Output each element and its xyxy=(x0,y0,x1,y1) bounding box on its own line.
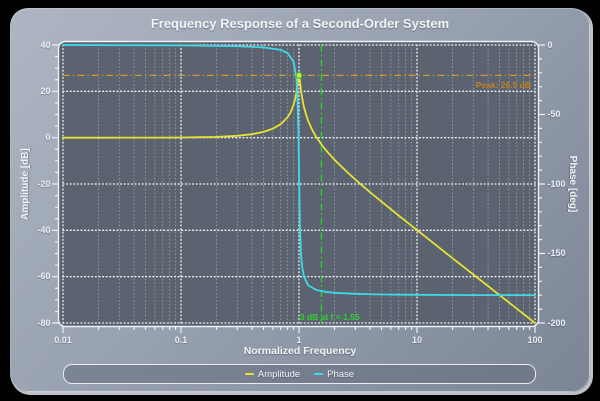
phase-line-swatch xyxy=(314,372,324,376)
x-axis-label: Normalized Frequency xyxy=(243,345,357,357)
legend: Amplitude Phase xyxy=(63,364,536,384)
phase-curve xyxy=(62,44,536,297)
peak-marker xyxy=(295,71,303,79)
amplitude-curve xyxy=(62,74,536,324)
left-tick-label: 20 xyxy=(40,85,51,96)
right-tick-label: -50 xyxy=(547,109,561,119)
left-tick-label: -20 xyxy=(37,178,51,189)
legend-label-amplitude: Amplitude xyxy=(257,368,301,380)
x-tick-label: 10 xyxy=(411,335,422,345)
right-tick-label: -200 xyxy=(547,317,566,328)
legend-label-phase: Phase xyxy=(327,368,355,380)
amplitude-line-swatch xyxy=(244,372,254,376)
x-tick-label: 100 xyxy=(527,335,543,345)
left-tick-label: -80 xyxy=(37,317,51,328)
x-tick-label: 1 xyxy=(296,335,302,345)
figure-panel: Frequency Response of a Second-Order Sys… xyxy=(10,8,590,392)
x-tick-label: 0.01 xyxy=(54,335,72,345)
right-tick-label: 0 xyxy=(547,39,553,50)
left-tick-label: -60 xyxy=(37,271,51,282)
left-tick-label: -40 xyxy=(37,224,51,235)
chart-title: Frequency Response of a Second-Order Sys… xyxy=(150,16,450,31)
left-tick-label: 40 xyxy=(40,39,51,50)
x-tick-label: 0.1 xyxy=(174,335,188,345)
legend-item-phase: Phase xyxy=(314,369,354,380)
peak-annotation-label: Peak: 26.9 dB xyxy=(475,80,531,90)
left-tick-label: 0 xyxy=(45,132,51,143)
legend-item-amplitude: Amplitude xyxy=(244,368,301,380)
right-tick-label: -150 xyxy=(547,248,566,258)
cutoff-annotation-label: -3 dB at f = 1.55 xyxy=(297,312,360,322)
right-tick-label: -100 xyxy=(547,178,566,189)
